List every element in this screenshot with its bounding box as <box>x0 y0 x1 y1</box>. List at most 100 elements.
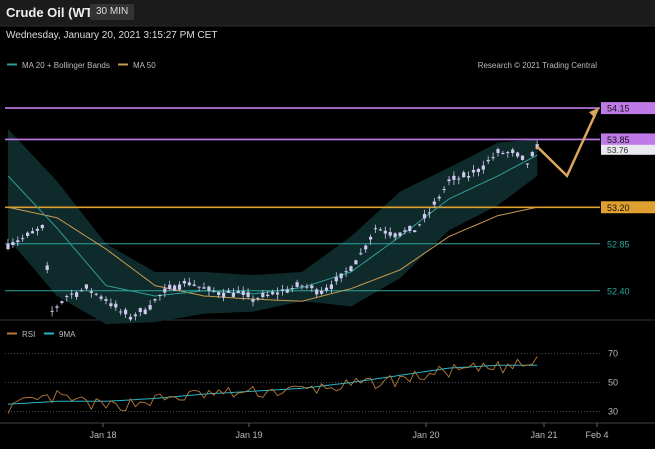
candle-body-95 <box>471 169 476 173</box>
candle-body-82 <box>408 225 412 232</box>
candle-body-67 <box>334 277 338 282</box>
legend-rsi: RSI <box>22 330 35 339</box>
candle-body-100 <box>496 149 500 153</box>
timestamp: Wednesday, January 20, 2021 3:15:27 PM C… <box>6 30 218 41</box>
ma50-line <box>7 206 538 302</box>
candle-body-97 <box>481 165 485 170</box>
candle-body-43 <box>217 292 221 296</box>
candle-body-81 <box>403 230 407 232</box>
candle-body-33 <box>168 284 172 290</box>
candle-body-20 <box>104 299 108 301</box>
candle-body-59 <box>295 282 299 287</box>
rsi-legend: RSI 9MA <box>7 330 76 339</box>
candle-body-78 <box>388 232 392 236</box>
candle-body-35 <box>177 284 182 290</box>
candle-body-74 <box>369 236 373 240</box>
candle-body-49 <box>246 292 250 298</box>
candle-body-75 <box>373 228 378 230</box>
legend-9ma: 9MA <box>59 330 76 339</box>
legend-ma20-bollinger: MA 20 + Bollinger Bands <box>22 61 110 70</box>
candle-body-4 <box>26 232 30 236</box>
candle-body-91 <box>452 175 456 180</box>
level-label-0: 54.15 <box>607 104 630 114</box>
legend-ma50: MA 50 <box>133 61 156 70</box>
candle-body-104 <box>516 152 520 157</box>
level-label-2: 53.20 <box>607 203 630 213</box>
candle-body-0 <box>6 243 10 250</box>
x-tick-2: Jan 20 <box>412 430 439 440</box>
candle-body-103 <box>511 149 515 153</box>
candle-body-34 <box>173 285 177 291</box>
candle-body-72 <box>359 253 363 255</box>
level-label-box-2 <box>601 201 655 214</box>
candle-body-7 <box>40 224 44 229</box>
candle-body-63 <box>315 289 319 295</box>
candle-body-18 <box>94 293 98 295</box>
candle-body-89 <box>442 188 446 190</box>
candle-body-70 <box>349 266 353 272</box>
candle-body-37 <box>187 282 191 286</box>
rsi-9ma-line <box>7 364 538 405</box>
candle-body-6 <box>35 228 39 231</box>
candle-body-102 <box>506 152 510 154</box>
candle-body-28 <box>143 309 147 314</box>
candle-body-76 <box>378 229 382 231</box>
candle-body-42 <box>212 290 216 292</box>
candle-body-88 <box>437 196 441 199</box>
candle-body-83 <box>413 230 417 233</box>
candle-body-71 <box>354 260 358 265</box>
candle-body-84 <box>418 224 422 226</box>
candle-body-85 <box>422 213 427 219</box>
rsi-tick-0: 70 <box>608 349 618 359</box>
candle-body-38 <box>192 284 196 286</box>
candle-body-24 <box>124 309 128 315</box>
candle-body-107 <box>530 151 534 157</box>
candle-body-58 <box>290 288 294 290</box>
candle-body-80 <box>398 232 402 237</box>
candle-body-26 <box>133 314 137 317</box>
credit-text: Research © 2021 Trading Central <box>478 61 598 70</box>
candle-body-73 <box>364 245 368 250</box>
candle-body-93 <box>462 172 466 178</box>
candle-body-90 <box>447 179 451 182</box>
candle-body-44 <box>222 292 226 298</box>
timeframe-button[interactable]: 30 MIN <box>90 4 135 20</box>
candle-body-22 <box>114 303 118 308</box>
rsi-tick-1: 50 <box>608 378 618 388</box>
candle-body-16 <box>84 284 88 289</box>
candle-body-45 <box>226 290 231 293</box>
candle-body-52 <box>261 292 265 298</box>
candle-body-79 <box>393 233 397 238</box>
chart-header: Crude Oil (WTI) 30 MIN <box>0 0 655 26</box>
price-legend: MA 20 + Bollinger Bands MA 50 <box>7 61 156 70</box>
candle-body-41 <box>207 286 211 291</box>
candle-body-5 <box>30 231 35 234</box>
candle-body-47 <box>236 290 240 293</box>
candle-body-94 <box>467 175 471 178</box>
candle-body-39 <box>197 286 201 288</box>
candle-body-54 <box>271 291 275 295</box>
level-label-3: 52.85 <box>607 239 630 249</box>
candle-body-60 <box>300 285 304 287</box>
candle-body-64 <box>320 290 324 294</box>
instrument-title: Crude Oil (WTI) <box>6 5 101 20</box>
candle-body-14 <box>75 292 79 297</box>
forecast-path <box>536 107 600 179</box>
level-label-1: 53.85 <box>607 135 630 145</box>
candle-body-29 <box>148 305 152 310</box>
candle-body-62 <box>310 285 314 289</box>
candle-body-30 <box>153 299 157 301</box>
x-tick-1: Jan 19 <box>235 430 262 440</box>
candle-body-21 <box>109 303 113 307</box>
candle-body-87 <box>432 201 436 205</box>
candle-body-9 <box>50 310 54 312</box>
candle-body-12 <box>65 295 69 297</box>
candle-body-19 <box>99 296 103 299</box>
candle-body-25 <box>128 316 133 320</box>
forecast-arrowhead <box>589 108 598 119</box>
x-tick-3: Jan 21 <box>530 430 557 440</box>
candle-body-48 <box>241 290 245 295</box>
candle-body-68 <box>339 273 343 279</box>
candle-body-101 <box>501 152 505 154</box>
